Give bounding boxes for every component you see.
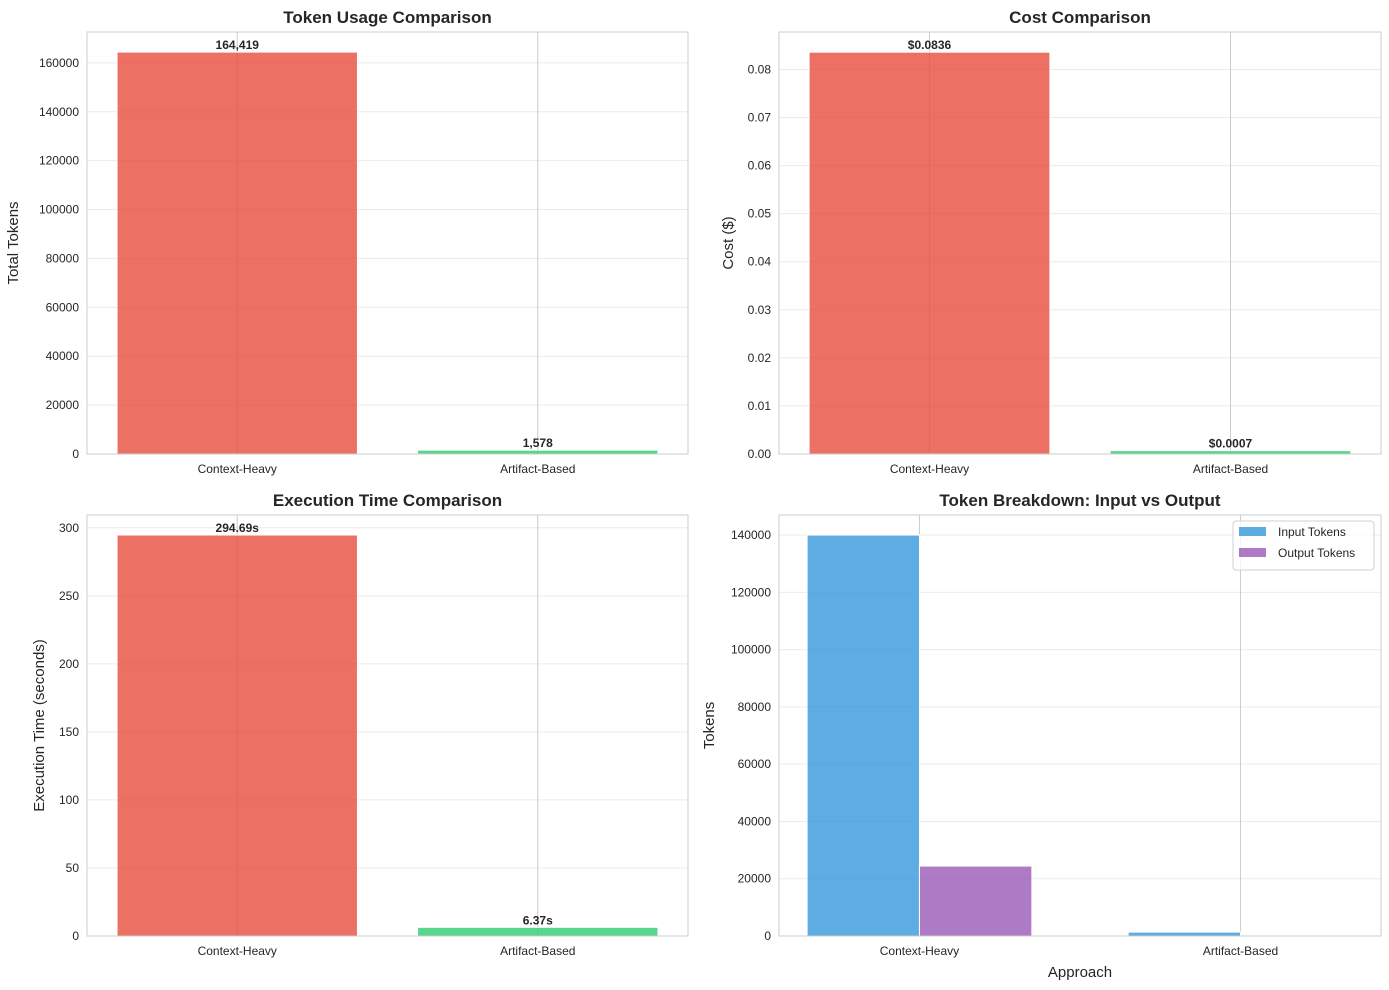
y-tick-label: 100000: [39, 203, 79, 217]
bar-output-tokens: [918, 865, 1033, 937]
bar: [1109, 450, 1352, 455]
x-axis-label: Approach: [1048, 964, 1112, 981]
y-tick-label: 200: [59, 657, 79, 671]
y-tick-label: 120000: [39, 154, 79, 168]
y-tick-label: 20000: [46, 398, 80, 412]
chart-1: 0 20000 40000 60000 80000 100000 120000 140000 1…: [5, 8, 689, 476]
x-tick-label: Context-Heavy: [890, 462, 969, 476]
y-tick-label: 80000: [46, 251, 80, 265]
chart-title: Cost Comparison: [1009, 8, 1151, 27]
y-tick-label: 0.06: [748, 159, 772, 173]
axes-frame: [778, 514, 1382, 937]
y-tick-label: 140000: [39, 105, 79, 119]
axes-frame: [86, 31, 689, 455]
y-tick-label: 80000: [738, 700, 772, 714]
y-tick-label: 0.02: [748, 351, 772, 365]
legend-swatch: [1239, 548, 1266, 557]
data-label: $0.0836: [908, 38, 952, 52]
x-tick-label: Artifact-Based: [500, 462, 575, 476]
y-axis-label: Tokens: [701, 702, 718, 750]
y-tick-label: 0: [764, 929, 771, 943]
chart-4: 0 20000 40000 60000 80000 100000 120000 140000 C…: [701, 491, 1382, 981]
y-tick-label: 0.08: [748, 62, 772, 76]
y-tick-label: 0.01: [748, 399, 772, 413]
axes-frame: [778, 31, 1382, 455]
x-tick-label: Context-Heavy: [880, 944, 959, 958]
legend: Input Tokens Output Tokens: [1232, 520, 1375, 571]
data-label: 164,419: [216, 38, 260, 52]
axes-frame: [86, 514, 689, 937]
chart-title: Token Usage Comparison: [283, 8, 491, 27]
y-tick-label: 40000: [46, 349, 80, 363]
bar: [116, 51, 358, 455]
bar: [417, 926, 659, 937]
y-tick-label: 60000: [46, 300, 80, 314]
legend-swatch: [1239, 527, 1266, 536]
x-tick-label: Artifact-Based: [1203, 944, 1278, 958]
data-label: 1,578: [523, 436, 553, 450]
y-tick-label: 300: [59, 521, 79, 535]
y-tick-label: 0.04: [748, 255, 772, 269]
x-tick-label: Artifact-Based: [1193, 462, 1268, 476]
data-label: 294.69s: [216, 521, 260, 535]
legend-label: Output Tokens: [1278, 546, 1355, 560]
legend-label: Input Tokens: [1278, 525, 1346, 539]
data-label: $0.0007: [1209, 437, 1253, 451]
y-tick-label: 140000: [731, 528, 771, 542]
y-axis-label: Execution Time (seconds): [31, 639, 48, 812]
y-tick-label: 20000: [738, 872, 772, 886]
x-tick-label: Artifact-Based: [500, 944, 575, 958]
data-label: 6.37s: [523, 913, 553, 927]
y-tick-label: 150: [59, 725, 79, 739]
y-tick-label: 50: [66, 861, 80, 875]
y-axis-label: Total Tokens: [5, 201, 22, 284]
chart-title: Execution Time Comparison: [273, 491, 502, 510]
chart-title: Token Breakdown: Input vs Output: [939, 491, 1220, 510]
legend-box: [1232, 520, 1375, 571]
y-tick-label: 100: [59, 793, 79, 807]
y-tick-label: 0.07: [748, 111, 772, 125]
bar-input-tokens: [1127, 931, 1242, 937]
y-tick-label: 0: [72, 447, 79, 461]
chart-2: 0.00 0.01 0.02 0.03 0.04 0.05 0.06 0.07 0.08 Cont…: [720, 8, 1382, 476]
bar: [808, 51, 1051, 455]
bar: [417, 449, 659, 455]
x-tick-label: Context-Heavy: [198, 944, 277, 958]
y-tick-label: 120000: [731, 585, 771, 599]
y-tick-label: 100000: [731, 643, 771, 657]
y-tick-label: 0.05: [748, 207, 772, 221]
y-tick-label: 0.03: [748, 303, 772, 317]
y-tick-label: 0.00: [748, 447, 772, 461]
y-tick-label: 60000: [738, 757, 772, 771]
x-tick-label: Context-Heavy: [198, 462, 277, 476]
y-tick-label: 250: [59, 589, 79, 603]
y-tick-label: 40000: [738, 814, 772, 828]
chart-3: 0 50 100 150 200 250 300 Context-Heavy Artifact-…: [31, 491, 689, 958]
y-tick-label: 0: [72, 929, 79, 943]
y-tick-label: 160000: [39, 56, 79, 70]
y-axis-label: Cost ($): [720, 216, 737, 269]
bar: [116, 534, 358, 937]
bar-input-tokens: [806, 534, 920, 937]
